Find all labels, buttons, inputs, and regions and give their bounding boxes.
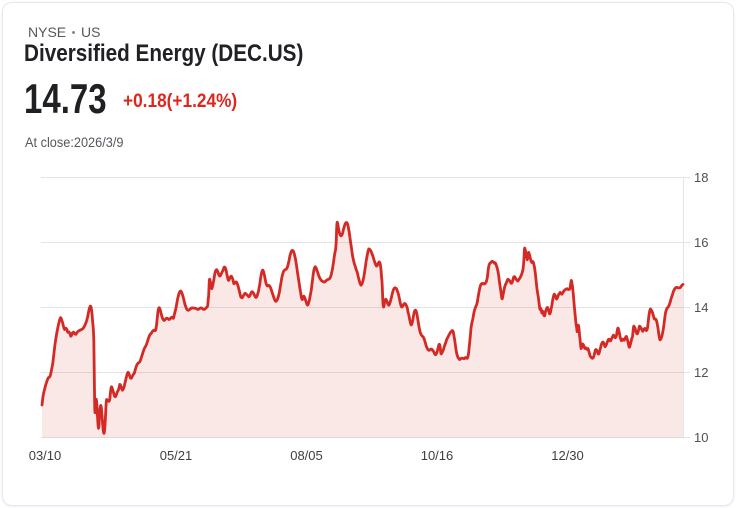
svg-text:12/30: 12/30 xyxy=(551,448,584,463)
svg-text:05/21: 05/21 xyxy=(160,448,193,463)
svg-text:10/16: 10/16 xyxy=(421,448,454,463)
svg-text:18: 18 xyxy=(694,170,708,185)
svg-text:12: 12 xyxy=(694,365,708,380)
svg-text:08/05: 08/05 xyxy=(290,448,323,463)
svg-text:03/10: 03/10 xyxy=(29,448,62,463)
svg-text:14: 14 xyxy=(694,300,708,315)
svg-text:16: 16 xyxy=(694,235,708,250)
svg-text:10: 10 xyxy=(694,430,708,445)
